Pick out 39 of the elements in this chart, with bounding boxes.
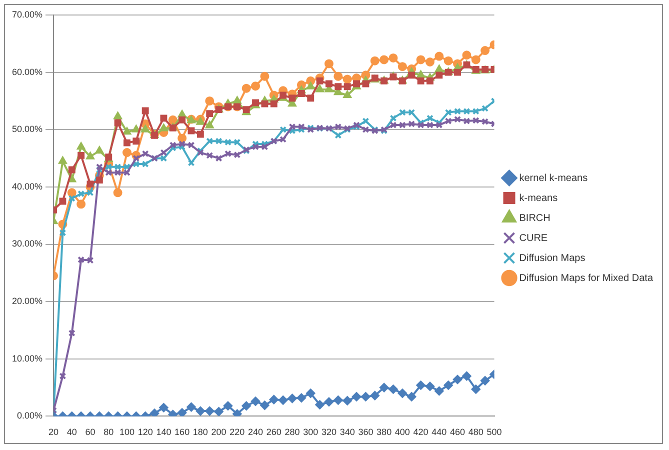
- x-tick-label: 260: [266, 427, 282, 438]
- x-tick-label: 100: [119, 427, 134, 438]
- x-tick-label: 320: [321, 427, 336, 438]
- y-tick-label: 60.00%: [12, 66, 43, 77]
- x-tick-label: 280: [284, 427, 300, 438]
- y-tick-label: 20.00%: [12, 296, 43, 306]
- x-tick-label: 240: [248, 427, 264, 438]
- x-tick-label: 200: [211, 427, 226, 438]
- x-tick-label: 140: [156, 427, 172, 438]
- y-tick-label: 40.00%: [12, 181, 43, 192]
- x-tick-label: 80: [104, 427, 114, 438]
- x-tick-label: 180: [192, 427, 208, 438]
- x-tick-label: 360: [358, 427, 374, 438]
- y-tick-label: 50.00%: [12, 124, 43, 134]
- x-tick-label: 160: [174, 427, 190, 438]
- x-tick-label: 220: [230, 427, 245, 438]
- legend-label: CURE: [519, 232, 548, 244]
- x-tick-label: 480: [468, 427, 484, 438]
- x-tick-label: 120: [138, 427, 153, 438]
- x-tick-label: 20: [48, 427, 59, 438]
- x-tick-label: 60: [85, 427, 96, 438]
- x-tick-label: 300: [303, 427, 318, 438]
- legend-label: Diffusion Maps for Mixed Data: [519, 272, 654, 284]
- legend-label: k-means: [519, 192, 558, 204]
- x-tick-label: 500: [486, 427, 502, 438]
- x-tick-label: 420: [413, 427, 428, 438]
- x-tick-label: 440: [432, 427, 447, 438]
- x-tick-label: 40: [66, 427, 77, 438]
- y-tick-label: 30.00%: [12, 238, 43, 249]
- y-tick-label: 0.00%: [16, 410, 43, 421]
- x-tick-label: 460: [450, 427, 466, 438]
- x-tick-label: 340: [340, 427, 355, 438]
- legend-label: kernel k-means: [519, 172, 588, 184]
- legend-label: Diffusion Maps: [519, 252, 586, 264]
- x-tick-label: 400: [394, 427, 410, 438]
- legend-label: BIRCH: [519, 212, 550, 224]
- y-tick-label: 70.00%: [12, 9, 43, 20]
- y-tick-label: 10.00%: [12, 353, 43, 364]
- x-tick-label: 380: [376, 427, 392, 438]
